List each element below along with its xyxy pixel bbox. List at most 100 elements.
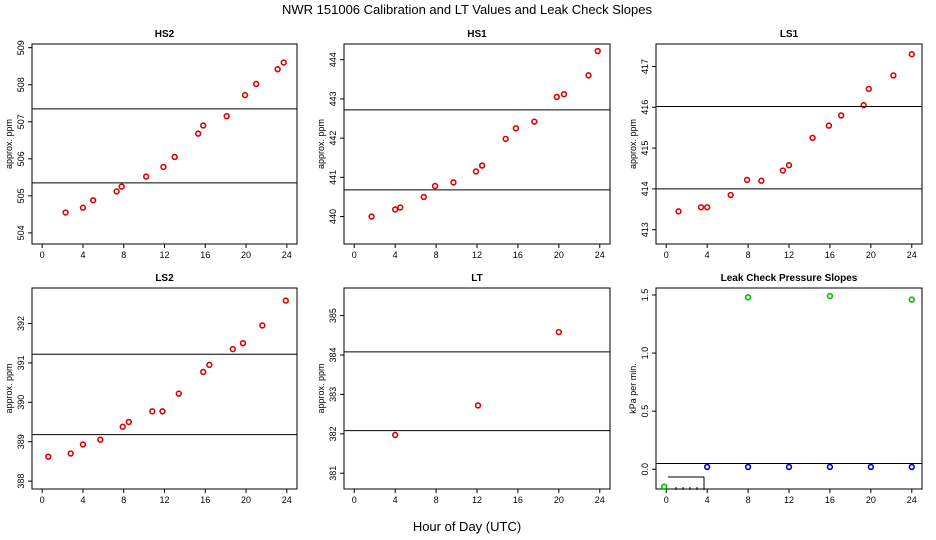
data-point (253, 80, 260, 88)
data-point (397, 204, 404, 211)
y-tick-label: 392 (16, 316, 26, 331)
data-point (282, 297, 289, 304)
data-point (758, 177, 765, 184)
data-point (908, 463, 915, 471)
data-point (867, 463, 875, 471)
data-point (809, 134, 816, 142)
data-point (200, 368, 207, 376)
y-tick-label: 0.5 (640, 405, 650, 418)
panel-title: LS1 (780, 29, 799, 40)
x-tick-label: 12 (784, 250, 794, 260)
y-tick-label: 507 (16, 114, 26, 129)
y-tick-label: 441 (328, 170, 338, 185)
data-point (62, 209, 69, 216)
data-point (908, 296, 915, 303)
data-point (826, 463, 834, 471)
panel-title: HS2 (155, 29, 175, 40)
x-tick-label: 4 (393, 495, 398, 505)
data-point (274, 65, 281, 73)
x-tick-label: 20 (241, 250, 251, 260)
x-tick-label: 0 (40, 495, 45, 505)
data-point (194, 130, 202, 137)
y-tick-label: 385 (328, 308, 338, 323)
data-point (837, 112, 845, 119)
y-tick-label: 444 (328, 52, 338, 67)
data-point (478, 162, 486, 169)
x-tick-label: 12 (472, 250, 482, 260)
x-tick-label: 20 (866, 495, 876, 505)
plot-frame (31, 43, 298, 245)
data-point (391, 206, 399, 213)
x-tick-label: 16 (825, 495, 835, 505)
data-point (908, 51, 915, 58)
data-point (97, 436, 104, 443)
y-tick-label: 0.0 (640, 463, 650, 476)
data-point (555, 328, 563, 336)
y-tick-label: 509 (16, 40, 26, 55)
y-tick-label: 443 (328, 91, 338, 106)
y-axis-label: approx. ppm (4, 363, 14, 413)
x-tick-label: 20 (241, 495, 251, 505)
data-point (779, 167, 787, 174)
panel-ls1: LS1 0 4 8 12 16 20 24 413 414 415 416 417 approx. ppm (628, 29, 923, 260)
data-point (785, 463, 793, 471)
data-point (826, 292, 834, 300)
x-tick-label: 4 (705, 495, 710, 505)
x-tick-label: 24 (907, 250, 917, 260)
panel-hs1: HS1 0 4 8 12 16 20 24 440 441 442 443 444 approx. ppm (316, 29, 611, 260)
y-tick-label: 389 (16, 434, 26, 449)
y-tick-label: 1.0 (640, 347, 650, 360)
y-tick-label: 442 (328, 131, 338, 146)
plot-frame (655, 43, 923, 245)
x-tick-label: 0 (352, 495, 357, 505)
data-point (118, 183, 125, 190)
y-tick-label: 440 (328, 209, 338, 224)
plot-frame (31, 287, 298, 490)
data-point (743, 176, 751, 184)
x-tick-label: 8 (746, 495, 751, 505)
data-point (825, 122, 833, 129)
data-point (675, 208, 682, 215)
data-point (160, 163, 167, 171)
panel-title: Leak Check Pressure Slopes (721, 273, 858, 284)
data-point (697, 204, 705, 211)
panel-title: HS1 (467, 29, 487, 40)
x-tick-label: 4 (80, 250, 85, 260)
data-point (560, 90, 568, 98)
figure-title: NWR 151006 Calibration and LT Values and… (282, 2, 652, 17)
data-point (744, 463, 752, 471)
data-point (865, 85, 872, 93)
y-tick-label: 504 (16, 225, 26, 240)
data-point (142, 173, 150, 180)
panel-title: LS2 (155, 273, 174, 284)
data-point (125, 418, 133, 426)
y-axis-label: approx. ppm (628, 119, 638, 169)
data-point (420, 193, 427, 201)
data-point (149, 408, 156, 415)
x-tick-label: 8 (121, 495, 126, 505)
panel-hs2: HS2 0 4 8 12 16 20 24 504 505 506 507 508 509 approx. … (4, 29, 298, 260)
x-tick-label: 4 (80, 495, 85, 505)
data-point (89, 197, 97, 204)
y-tick-label: 415 (640, 141, 650, 156)
data-point (890, 72, 897, 79)
x-tick-label: 8 (434, 250, 439, 260)
data-point (171, 153, 178, 161)
y-axis-label: approx. ppm (316, 363, 326, 413)
data-point (727, 191, 734, 199)
data-point (119, 423, 126, 430)
panel-title: LT (471, 273, 482, 284)
x-tick-label: 16 (200, 495, 210, 505)
x-tick-label: 24 (282, 495, 292, 505)
y-tick-label: 388 (16, 474, 26, 489)
x-tick-label: 24 (595, 250, 605, 260)
data-point (206, 361, 213, 369)
data-point (431, 182, 439, 190)
data-point (67, 450, 74, 457)
data-point (703, 463, 711, 471)
x-axis-label: Hour of Day (UTC) (413, 519, 521, 534)
data-point (391, 431, 399, 439)
data-point (280, 59, 287, 66)
data-point (553, 93, 560, 101)
